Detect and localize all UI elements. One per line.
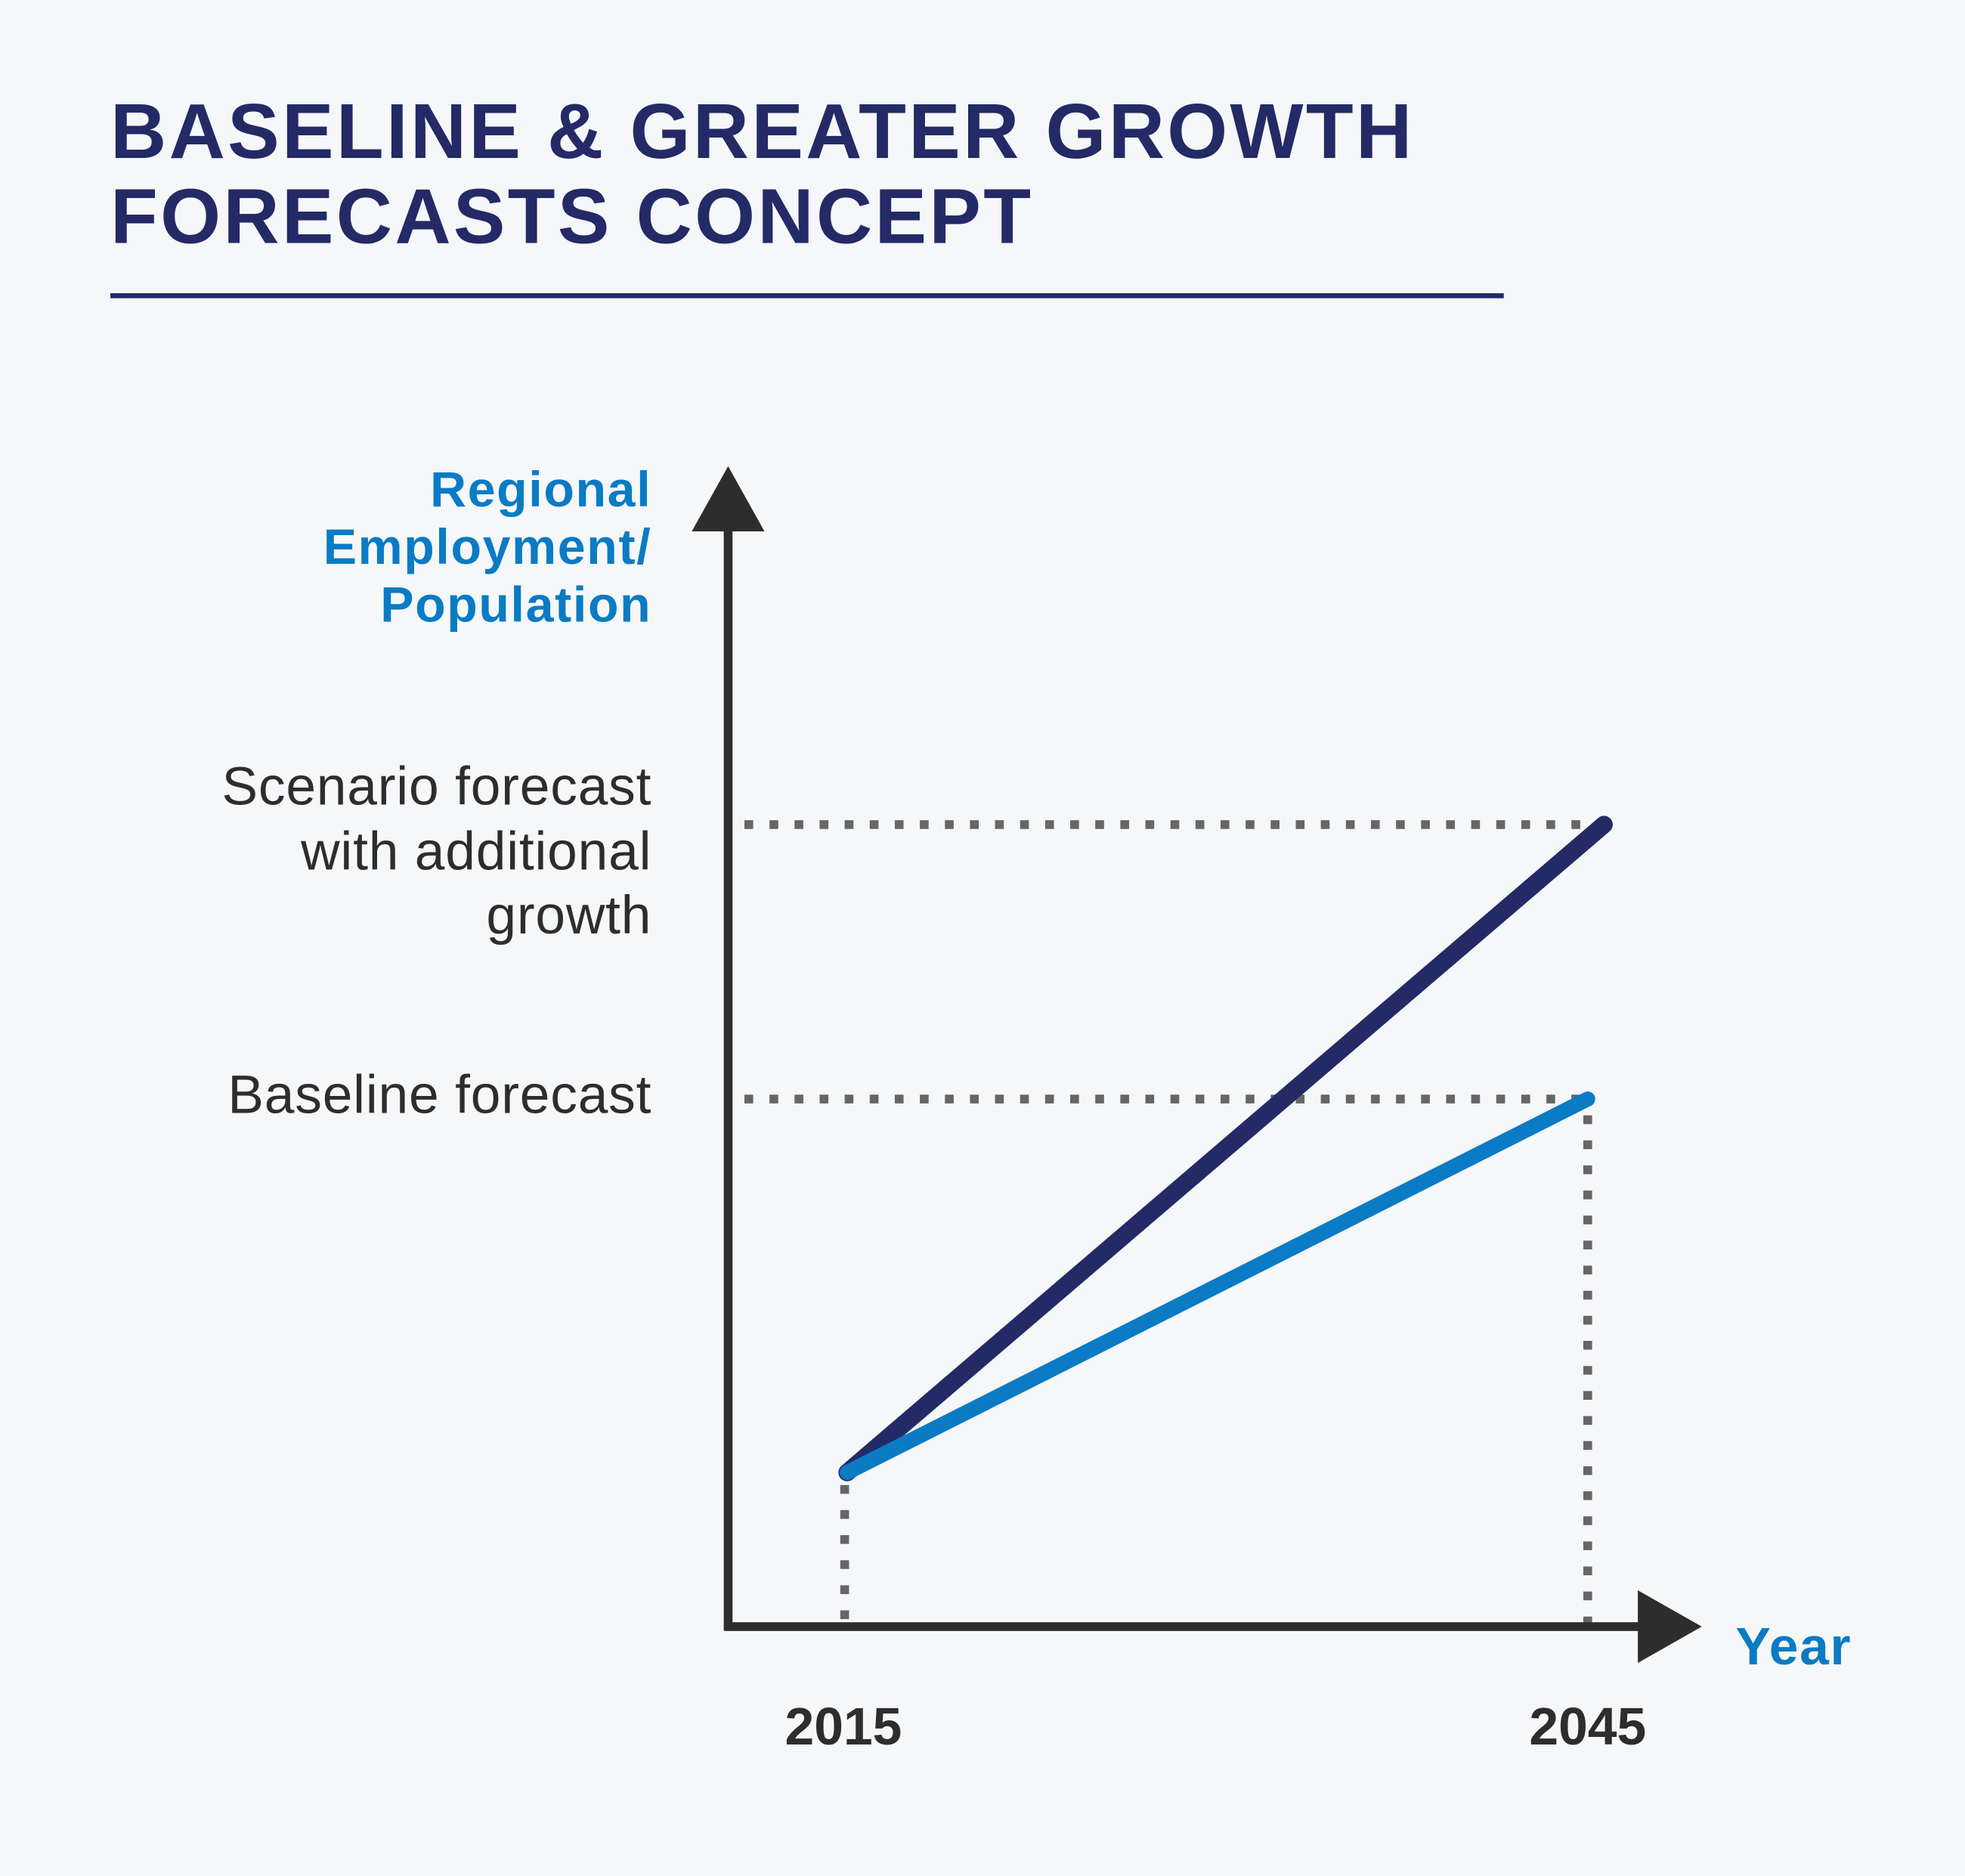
y-tick-scenario-line-2: with additional xyxy=(300,822,651,882)
y-tick-scenario-line-3: growth xyxy=(486,885,651,946)
y-axis-label-line-1: Regional xyxy=(430,462,651,518)
y-axis-label-line-3: Population xyxy=(380,577,651,633)
scenario-line xyxy=(838,816,1613,1481)
y-axis-arrow-icon xyxy=(692,466,765,531)
x-tick-2015: 2015 xyxy=(785,1697,902,1756)
x-tick-2045: 2045 xyxy=(1529,1697,1646,1756)
guides xyxy=(744,820,1592,1624)
x-axis-arrow-icon xyxy=(1638,1590,1702,1664)
y-axis-label-line-2: Employment/ xyxy=(323,519,652,575)
chart-title-line-1: BASELINE & GREATER GROWTH xyxy=(110,88,1414,175)
y-tick-scenario-line-1: Scenario forecast xyxy=(221,756,651,816)
y-tick-baseline: Baseline forecast xyxy=(227,1064,651,1125)
chart-title-line-2: FORECASTS CONCEPT xyxy=(110,173,1033,260)
title-rule xyxy=(110,293,1504,299)
baseline-line xyxy=(839,1091,1595,1481)
x-axis-label: Year xyxy=(1735,1617,1852,1676)
